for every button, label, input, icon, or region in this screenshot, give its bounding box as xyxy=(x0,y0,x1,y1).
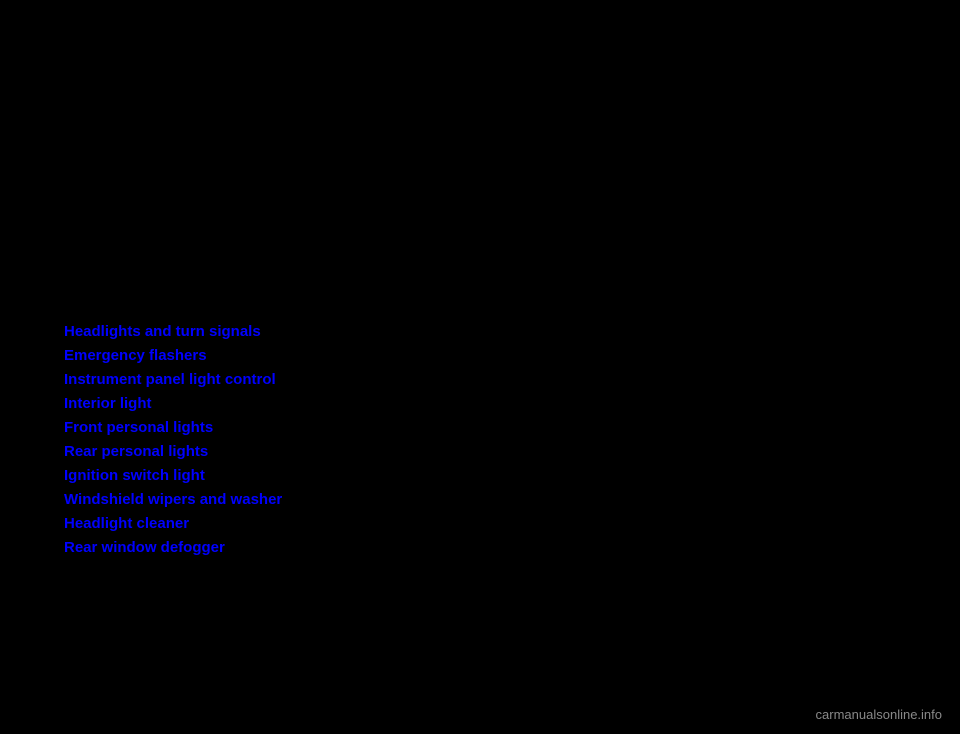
toc-link-interior-light[interactable]: Interior light xyxy=(64,392,282,416)
toc-link-front-personal-lights[interactable]: Front personal lights xyxy=(64,416,282,440)
toc-link-emergency-flashers[interactable]: Emergency flashers xyxy=(64,344,282,368)
toc-link-rear-personal-lights[interactable]: Rear personal lights xyxy=(64,440,282,464)
toc-link-windshield-wipers[interactable]: Windshield wipers and washer xyxy=(64,488,282,512)
toc-link-ignition-switch-light[interactable]: Ignition switch light xyxy=(64,464,282,488)
watermark-text: carmanualsonline.info xyxy=(816,707,942,722)
toc-link-instrument-panel[interactable]: Instrument panel light control xyxy=(64,368,282,392)
toc-link-headlights[interactable]: Headlights and turn signals xyxy=(64,320,282,344)
toc-link-list: Headlights and turn signals Emergency fl… xyxy=(64,320,282,560)
toc-link-headlight-cleaner[interactable]: Headlight cleaner xyxy=(64,512,282,536)
toc-link-rear-window-defogger[interactable]: Rear window defogger xyxy=(64,536,282,560)
